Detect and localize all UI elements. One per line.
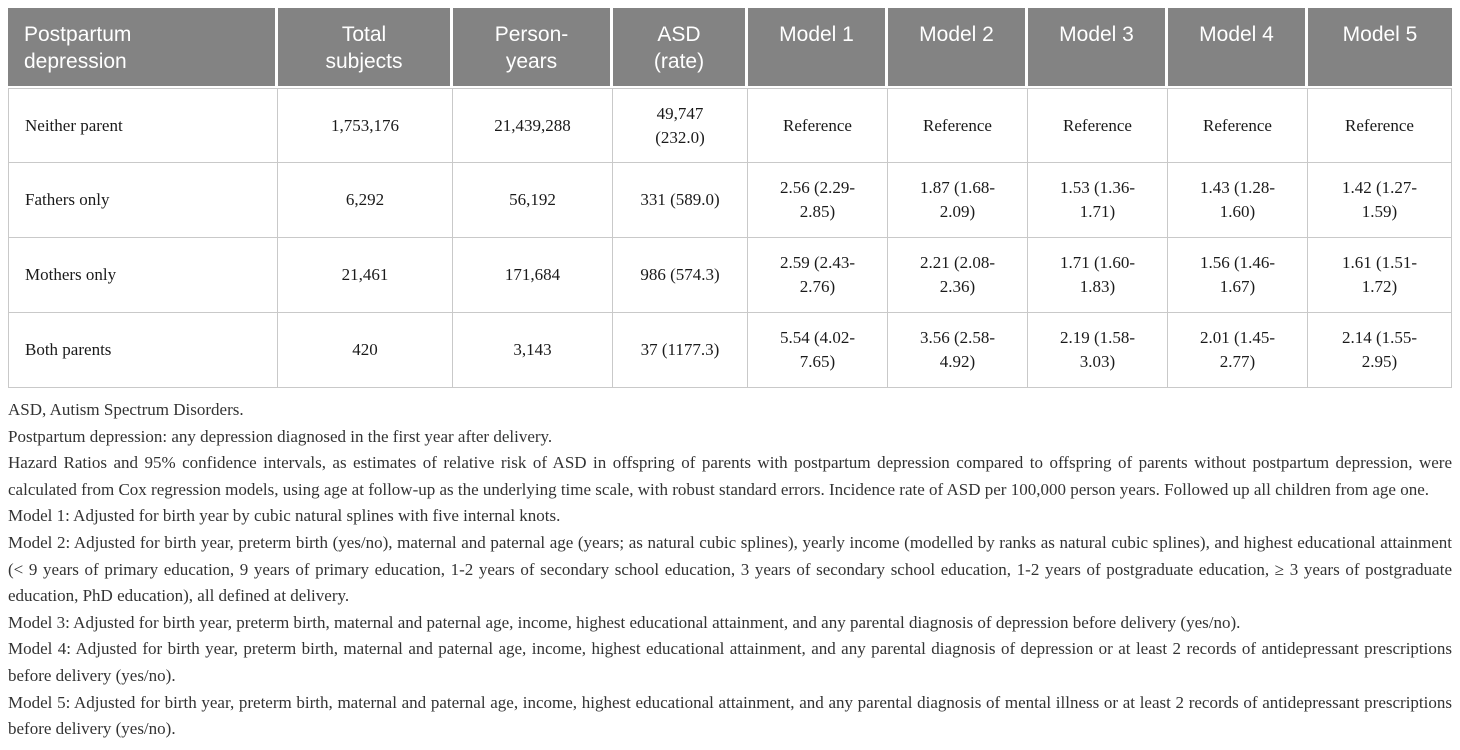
footnote-model-2: Model 2: Adjusted for birth year, preter… xyxy=(8,532,1452,606)
footnote-methods: Hazard Ratios and 95% confidence interva… xyxy=(8,453,1452,499)
cell-person-years: 56,192 xyxy=(453,163,613,238)
cell-person-years: 21,439,288 xyxy=(453,88,613,163)
column-header-asd-rate: ASD (rate) xyxy=(613,8,748,88)
cell-model-4: 1.43 (1.28-1.60) xyxy=(1168,163,1308,238)
column-header-person-years: Person-years xyxy=(453,8,613,88)
cell-model-3: 1.71 (1.60-1.83) xyxy=(1028,238,1168,313)
cell-model-2: 1.87 (1.68-2.09) xyxy=(888,163,1028,238)
cell-model-4: 2.01 (1.45-2.77) xyxy=(1168,313,1308,388)
footnote-model-4: Model 4: Adjusted for birth year, preter… xyxy=(8,639,1452,685)
cell-model-2: 2.21 (2.08-2.36) xyxy=(888,238,1028,313)
cell-asd-rate: 37 (1177.3) xyxy=(613,313,748,388)
cell-total-subjects: 6,292 xyxy=(278,163,453,238)
footnote-model-5: Model 5: Adjusted for birth year, preter… xyxy=(8,692,1452,739)
cell-asd-rate: 49,747 (232.0) xyxy=(613,88,748,163)
row-label: Fathers only xyxy=(8,163,278,238)
cell-model-5: 1.61 (1.51-1.72) xyxy=(1308,238,1452,313)
footnote-model-3: Model 3: Adjusted for birth year, preter… xyxy=(8,612,1241,632)
footnote-model-1: Model 1: Adjusted for birth year by cubi… xyxy=(8,506,561,526)
cell-asd-rate: 986 (574.3) xyxy=(613,238,748,313)
cell-model-3: 2.19 (1.58-3.03) xyxy=(1028,313,1168,388)
table-row-mothers-only: Mothers only 21,461 171,684 986 (574.3) … xyxy=(8,238,1452,313)
cell-model-3: Reference xyxy=(1028,88,1168,163)
cell-model-1: 5.54 (4.02-7.65) xyxy=(748,313,888,388)
cell-total-subjects: 1,753,176 xyxy=(278,88,453,163)
cell-total-subjects: 420 xyxy=(278,313,453,388)
cell-model-4: 1.56 (1.46-1.67) xyxy=(1168,238,1308,313)
cell-model-2: Reference xyxy=(888,88,1028,163)
results-table: Postpartum depression Total subjects Per… xyxy=(8,8,1452,388)
column-header-postpartum-depression: Postpartum depression xyxy=(8,8,278,88)
row-label: Both parents xyxy=(8,313,278,388)
table-row-fathers-only: Fathers only 6,292 56,192 331 (589.0) 2.… xyxy=(8,163,1452,238)
row-label: Mothers only xyxy=(8,238,278,313)
column-header-total-subjects: Total subjects xyxy=(278,8,453,88)
column-header-model-1: Model 1 xyxy=(748,8,888,88)
footnote-abbreviation: ASD, Autism Spectrum Disorders. xyxy=(8,400,244,419)
cell-total-subjects: 21,461 xyxy=(278,238,453,313)
cell-model-1: Reference xyxy=(748,88,888,163)
table-row-neither-parent: Neither parent 1,753,176 21,439,288 49,7… xyxy=(8,88,1452,163)
header-row: Postpartum depression Total subjects Per… xyxy=(8,8,1452,88)
table-row-both-parents: Both parents 420 3,143 37 (1177.3) 5.54 … xyxy=(8,313,1452,388)
cell-model-1: 2.56 (2.29-2.85) xyxy=(748,163,888,238)
cell-model-5: 2.14 (1.55-2.95) xyxy=(1308,313,1452,388)
cell-model-2: 3.56 (2.58-4.92) xyxy=(888,313,1028,388)
column-header-model-3: Model 3 xyxy=(1028,8,1168,88)
cell-model-1: 2.59 (2.43-2.76) xyxy=(748,238,888,313)
cell-model-5: Reference xyxy=(1308,88,1452,163)
footnote-definition: Postpartum depression: any depression di… xyxy=(8,426,553,446)
cell-asd-rate: 331 (589.0) xyxy=(613,163,748,238)
column-header-model-5: Model 5 xyxy=(1308,8,1452,88)
footnotes: ASD, Autism Spectrum Disorders. Postpart… xyxy=(8,397,1452,743)
cell-model-5: 1.42 (1.27-1.59) xyxy=(1308,163,1452,238)
row-label: Neither parent xyxy=(8,88,278,163)
cell-person-years: 3,143 xyxy=(453,313,613,388)
cell-person-years: 171,684 xyxy=(453,238,613,313)
cell-model-3: 1.53 (1.36-1.71) xyxy=(1028,163,1168,238)
column-header-model-2: Model 2 xyxy=(888,8,1028,88)
cell-model-4: Reference xyxy=(1168,88,1308,163)
column-header-model-4: Model 4 xyxy=(1168,8,1308,88)
